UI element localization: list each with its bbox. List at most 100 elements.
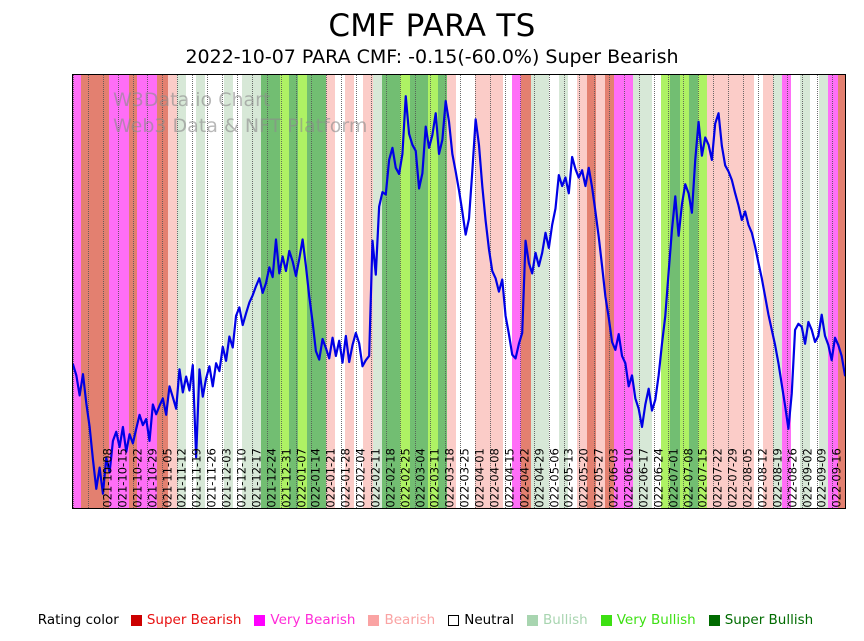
legend-label: Bearish [384,612,436,628]
rating-band [298,75,309,508]
rating-band [837,75,845,508]
x-axis-tick-mark [192,508,193,509]
gridline-vertical [564,75,566,508]
rating-band [651,75,662,508]
rating-band [484,75,495,508]
x-axis-tick-mark [88,508,89,509]
rating-band [577,75,588,508]
x-axis-tick-label: 2021-12-17 [249,448,264,509]
x-axis-tick-label: 2022-05-27 [591,448,606,509]
x-axis-tick-mark [222,508,223,509]
rating-band [186,75,197,508]
rating-band [763,75,774,508]
legend-item-bullish[interactable]: Bullish [527,612,588,628]
x-axis-tick-mark [698,508,699,509]
chart-subtitle: 2022-10-07 PARA CMF: -0.15(-60.0%) Super… [185,46,679,68]
rating-band [391,75,402,508]
gridline-vertical [474,75,476,508]
x-axis-tick-label: 2022-06-17 [636,448,651,509]
legend-item-very-bearish[interactable]: Very Bearish [254,612,355,628]
rating-band [428,75,439,508]
x-axis-tick-label: 2022-04-01 [472,448,487,509]
rating-band [660,75,671,508]
legend-item-neutral[interactable]: Neutral [448,612,514,628]
rating-band [735,75,746,508]
legend-swatch [368,614,380,626]
rating-band [716,75,727,508]
x-axis-tick-mark [564,508,565,509]
legend-item-very-bullish[interactable]: Very Bullish [600,612,696,628]
y-axis-tick-mark [72,346,73,347]
legend-item-super-bearish[interactable]: Super Bearish [130,612,242,628]
gridline-vertical [162,75,164,508]
gridline-vertical [445,75,447,508]
y-axis-tick-mark [72,224,73,225]
x-axis-tick-label: 2022-06-24 [651,448,666,509]
x-axis-tick-mark [683,508,684,509]
x-axis-tick-label: 2021-10-08 [100,448,115,509]
x-axis-tick-label: 2022-05-20 [576,448,591,509]
legend-label: Very Bullish [616,612,696,628]
legend-item-bearish[interactable]: Bearish [368,612,435,628]
rating-band [409,75,420,508]
y-axis-tick-mark [72,467,73,468]
gridline-vertical [400,75,402,508]
x-axis-tick-label: 2022-01-21 [323,448,338,509]
x-axis-tick-mark [654,508,655,509]
rating-band [744,75,755,508]
legend-label: Super Bearish [146,612,242,628]
x-axis-tick-mark [356,508,357,509]
rating-band [242,75,253,508]
rating-band [270,75,281,508]
x-axis-tick-mark [534,508,535,509]
rating-band [288,75,299,508]
rating-band [623,75,634,508]
x-axis-tick-mark [624,508,625,509]
x-axis-tick-mark [430,508,431,509]
gridline-vertical [340,75,342,508]
x-axis-tick-label: 2022-02-18 [383,448,398,509]
rating-band [707,75,718,508]
series-line [73,95,845,495]
x-axis-tick-label: 2021-10-15 [115,448,130,509]
rating-band [642,75,653,508]
gridline-vertical [102,75,104,508]
x-axis-tick-label: 2022-04-22 [517,448,532,509]
legend-label: Very Bearish [270,612,356,628]
gridline-vertical [653,75,655,508]
legend-swatch [254,614,266,626]
rating-band [372,75,383,508]
gridline-vertical [430,75,432,508]
cmf-line-series [73,95,845,495]
gridline-vertical [787,75,789,508]
gridline-vertical [266,75,268,508]
gridline-vertical [579,75,581,508]
x-axis-tick-mark [207,508,208,509]
gridline-vertical [221,75,223,508]
x-axis-tick-label: 2021-10-22 [130,448,145,509]
x-axis-tick-label: 2022-02-04 [353,448,368,509]
gridline-vertical [713,75,715,508]
x-axis-tick-mark [147,508,148,509]
x-axis-tick-label: 2022-07-08 [680,448,695,509]
x-axis-tick-mark [505,508,506,509]
x-axis-tick-label: 2022-06-10 [621,448,636,509]
rating-band [614,75,625,508]
x-axis-tick-label: 2022-01-14 [308,448,323,509]
x-axis-tick-mark [177,508,178,509]
chart-title: CMF PARA TS [328,8,536,44]
legend-item-super-bullish[interactable]: Super Bullish [708,612,813,628]
rating-band [679,75,690,508]
x-axis-tick-mark [341,508,342,509]
rating-band [540,75,550,508]
x-axis-tick-mark [773,508,774,509]
legend-label: Bullish [543,612,588,628]
legend-swatch [527,614,539,626]
gridline-vertical [117,75,119,508]
rating-band [335,75,346,508]
x-axis-tick-mark [386,508,387,509]
legend-swatch [448,614,460,626]
gridline-vertical [296,75,298,508]
rating-band [819,75,829,508]
x-axis-tick-label: 2021-11-05 [159,448,174,509]
